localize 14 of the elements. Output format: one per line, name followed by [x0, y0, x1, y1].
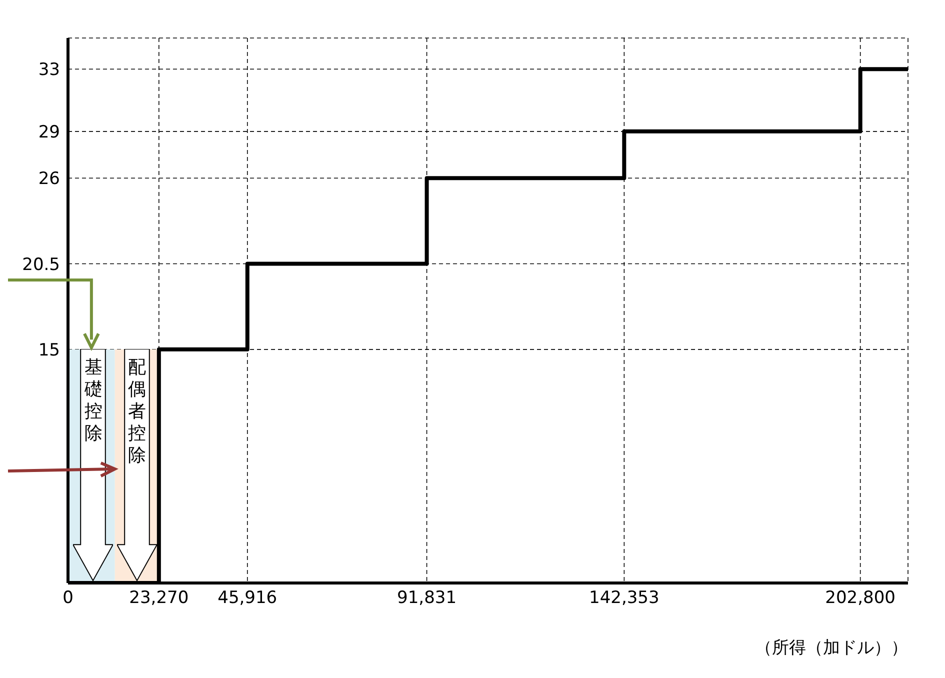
y-tick-label: 33: [38, 60, 60, 80]
y-tick-label: 29: [38, 122, 60, 142]
y-tick-label: 20.5: [22, 254, 60, 275]
x-tick-label: 23,270: [129, 588, 189, 608]
band-label: 基礎控除: [83, 357, 104, 446]
x-tick-label: 202,800: [825, 588, 896, 608]
x-tick-label: 142,353: [589, 588, 660, 608]
y-tick-label: 15: [38, 340, 60, 360]
x-tick-label: 0: [62, 588, 74, 608]
band-label: 配偶者控除: [126, 357, 147, 468]
y-tick-label: 26: [38, 169, 60, 190]
x-tick-label: 91,831: [397, 588, 457, 608]
x-tick-label: 45,916: [218, 588, 278, 608]
x-axis-title: （所得（加ドル））: [755, 638, 908, 658]
